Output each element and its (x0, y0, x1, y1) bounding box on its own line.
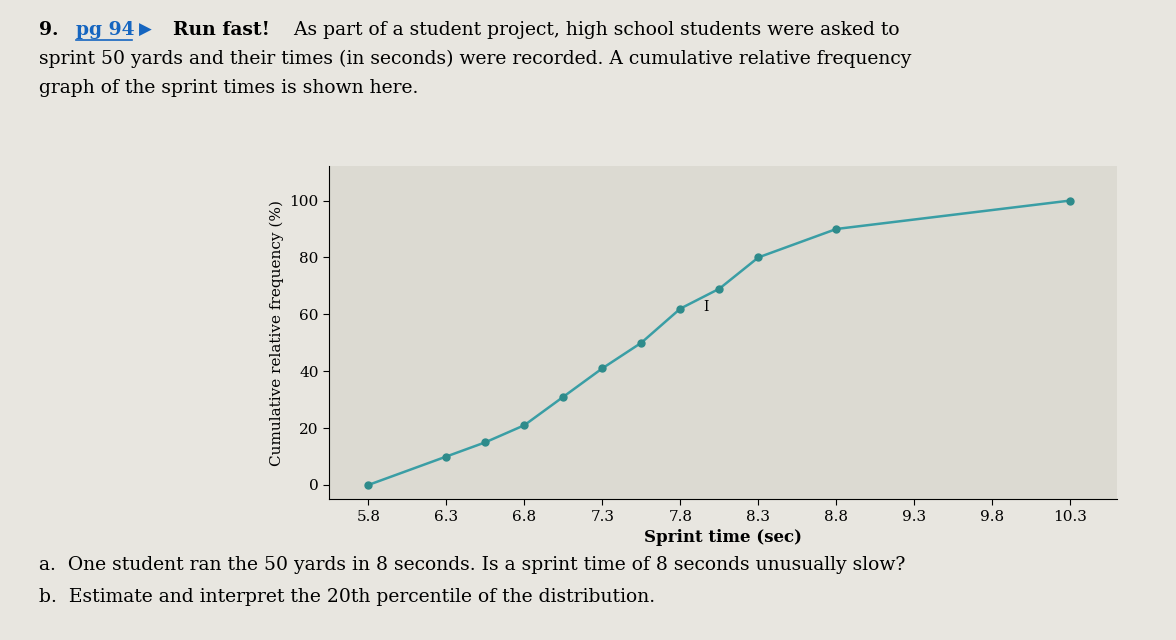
Text: Run fast!: Run fast! (173, 21, 269, 39)
Text: ▶: ▶ (139, 21, 152, 39)
Text: graph of the sprint times is shown here.: graph of the sprint times is shown here. (39, 79, 419, 97)
X-axis label: Sprint time (sec): Sprint time (sec) (644, 529, 802, 546)
Y-axis label: Cumulative relative frequency (%): Cumulative relative frequency (%) (269, 200, 285, 466)
Text: pg 94: pg 94 (76, 21, 135, 39)
Text: I: I (703, 300, 709, 314)
Text: b.  Estimate and interpret the 20th percentile of the distribution.: b. Estimate and interpret the 20th perce… (39, 588, 655, 605)
Text: a.  One student ran the 50 yards in 8 seconds. Is a sprint time of 8 seconds unu: a. One student ran the 50 yards in 8 sec… (39, 556, 906, 573)
Text: sprint 50 yards and their times (in seconds) were recorded. A cumulative relativ: sprint 50 yards and their times (in seco… (39, 50, 911, 68)
Text: 9.: 9. (39, 21, 59, 39)
Text: As part of a student project, high school students were asked to: As part of a student project, high schoo… (288, 21, 900, 39)
